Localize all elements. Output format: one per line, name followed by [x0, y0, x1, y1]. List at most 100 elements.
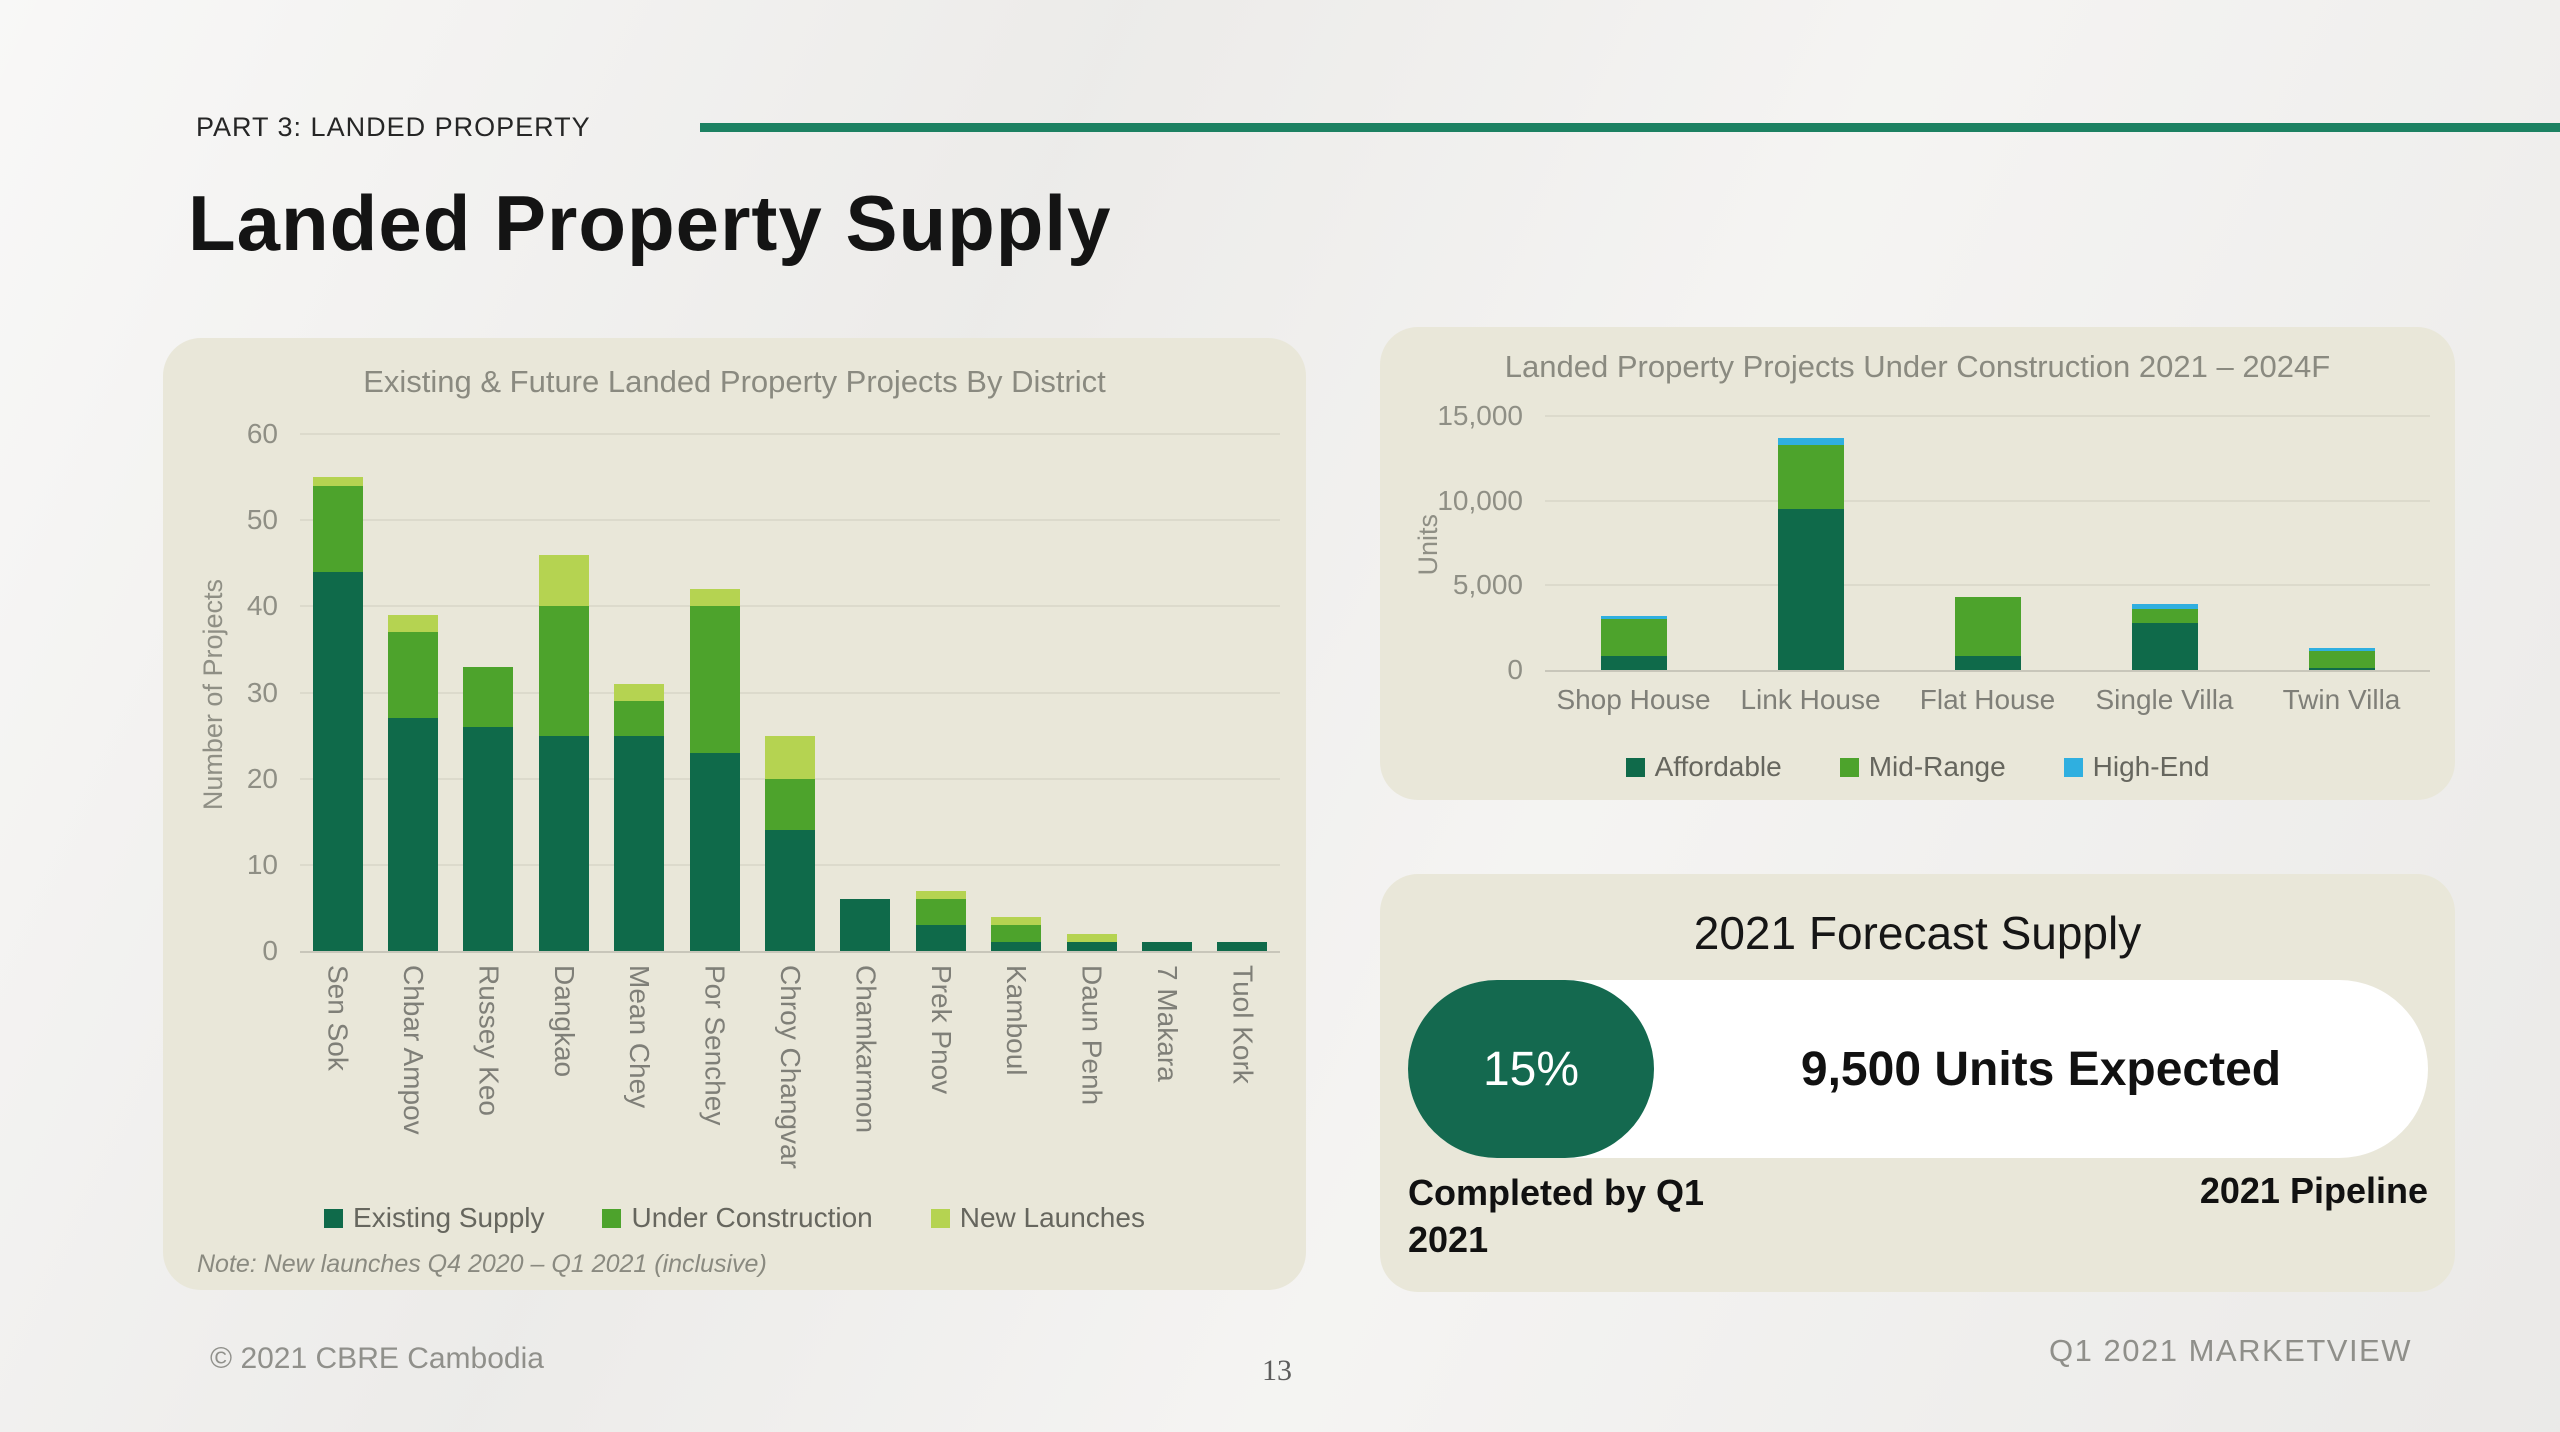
legend-swatch [602, 1208, 622, 1228]
bar-segment-new-launches [312, 477, 363, 486]
bar-segment-under-construction [915, 899, 966, 926]
x-axis-label: Chamkarmon [850, 965, 882, 1134]
district-chart-plot: 0 10 20 30 40 50 60 Sen Sok Chbar Ampov Russey Ke… [247, 420, 1280, 1169]
x-axis-label: Chroy Changvar [774, 965, 806, 1169]
bar-segment-existing-supply [538, 735, 589, 951]
construction-chart-legend: Affordable Mid-Range High-End [1380, 751, 2455, 783]
legend-item-mid-range: Mid-Range [1839, 751, 2006, 783]
bar-segment-existing-supply [312, 571, 363, 951]
y-tick-label: 10,000 [1437, 484, 1523, 516]
bar-segment-existing-supply [614, 735, 665, 951]
forecast-units-label: 9,500 Units Expected [1800, 1042, 2282, 1096]
header-accent-line [700, 123, 2560, 132]
y-tick-label: 50 [246, 504, 278, 536]
bar-segment-mid-range [1600, 619, 1667, 657]
y-tick-label: 10 [246, 848, 278, 880]
x-axis-label: Mean Chey [624, 965, 656, 1109]
y-tick-label: 30 [246, 676, 278, 708]
x-axis-label: Kamboul [1001, 965, 1033, 1076]
forecast-caption-row: Completed by Q1 2021 2021 Pipeline [1408, 1170, 2428, 1264]
legend-swatch [324, 1208, 344, 1228]
forecast-percent-badge: 15% [1408, 980, 1654, 1158]
bar-segment-affordable [1600, 656, 1667, 670]
x-axis-label: Russey Keo [473, 965, 505, 1116]
bar-segment-new-launches [614, 683, 665, 702]
legend-item-high-end: High-End [2063, 751, 2210, 783]
footer-copyright: © 2021 CBRE Cambodia [210, 1342, 544, 1375]
bar-segment-existing-supply [1066, 942, 1117, 951]
forecast-completed-label: Completed by Q1 2021 [1408, 1172, 1705, 1260]
x-axis-label: 7 Makara [1151, 965, 1183, 1082]
x-axis-label: Daun Penh [1076, 965, 1108, 1106]
legend-swatch [2063, 757, 2083, 777]
gridline [1545, 584, 2430, 587]
bar-segment-new-launches [991, 916, 1042, 926]
construction-chart-plot: 0 5,000 10,000 15,000 Shop House Link House Fl… [1437, 402, 2430, 715]
x-axis-label: Sen Sok [322, 965, 354, 1071]
y-tick-label: 0 [262, 935, 278, 966]
bar-segment-high-end [2308, 648, 2375, 652]
bar-segment-new-launches [1066, 933, 1117, 943]
bar-segment-affordable [1954, 656, 2021, 670]
legend-item-under-construction: Under Construction [602, 1202, 873, 1234]
y-tick-label: 5,000 [1452, 569, 1523, 601]
bar-segment-under-construction [689, 606, 740, 753]
x-axis-label: Twin Villa [2282, 684, 2401, 715]
bar-segment-mid-range [1777, 444, 1844, 510]
bar-segment-new-launches [915, 890, 966, 900]
footer-page-number: 13 [1262, 1354, 1292, 1387]
legend-label: Existing Supply [353, 1202, 545, 1233]
x-axis-label: Link House [1740, 684, 1881, 715]
bar-segment-existing-supply [840, 899, 891, 951]
gridline [1545, 499, 2430, 502]
legend-item-affordable: Affordable [1625, 751, 1782, 783]
bar-segment-existing-supply [388, 718, 439, 951]
bar-segment-existing-supply [991, 942, 1042, 951]
bar-segment-under-construction [312, 485, 363, 572]
construction-chart-panel: Landed Property Projects Under Construct… [1380, 327, 2455, 800]
bar-segment-affordable [1777, 509, 1844, 670]
legend-label: Under Construction [631, 1202, 873, 1233]
legend-item-new-launches: New Launches [930, 1202, 1145, 1234]
y-tick-label: 0 [1507, 654, 1523, 685]
forecast-pipeline-label: 2021 Pipeline [2199, 1170, 2428, 1211]
page-title: Landed Property Supply [188, 179, 1112, 267]
bar-segment-under-construction [538, 606, 589, 736]
bar-segment-existing-supply [765, 830, 815, 951]
legend-item-existing-supply: Existing Supply [324, 1202, 544, 1234]
bar-segment-under-construction [765, 778, 815, 831]
legend-label: New Launches [959, 1202, 1145, 1233]
bar-segment-under-construction [991, 925, 1042, 943]
legend-label: High-End [2092, 751, 2210, 782]
bar-segment-existing-supply [1141, 942, 1192, 951]
bar-segment-under-construction [463, 666, 514, 727]
legend-swatch [930, 1208, 950, 1228]
y-tick-label: 60 [246, 418, 278, 449]
gridline [300, 519, 1280, 522]
bar-segment-new-launches [689, 589, 740, 607]
bar-segment-existing-supply [463, 726, 514, 951]
bar-segment-mid-range [1954, 597, 2021, 657]
bar-segment-affordable [2131, 622, 2198, 670]
x-axis-label: Dangkao [548, 965, 580, 1078]
gridline [300, 605, 1280, 608]
y-tick-label: 40 [246, 590, 278, 622]
bar-segment-under-construction [388, 632, 439, 719]
x-axis-label: Single Villa [2095, 684, 2234, 715]
x-axis-label: Por Senchey [699, 965, 731, 1126]
construction-chart-y-axis-title: Units [1412, 514, 1443, 576]
bar-segment-new-launches [388, 614, 439, 633]
gridline [300, 691, 1280, 694]
x-axis-label: Tuol Kork [1227, 965, 1259, 1084]
legend-label: Mid-Range [1868, 751, 2006, 782]
gridline [1545, 415, 2430, 417]
x-axis-label: Chbar Ampov [398, 965, 430, 1135]
legend-swatch [1625, 757, 1645, 777]
gridline [300, 777, 1280, 780]
district-chart-panel: Existing & Future Landed Property Projec… [163, 338, 1306, 1290]
bar-segment-new-launches [765, 735, 815, 779]
bar-segment-high-end [2131, 603, 2198, 610]
bar-segment-high-end [1777, 438, 1844, 445]
construction-chart-title: Landed Property Projects Under Construct… [1504, 349, 2331, 384]
